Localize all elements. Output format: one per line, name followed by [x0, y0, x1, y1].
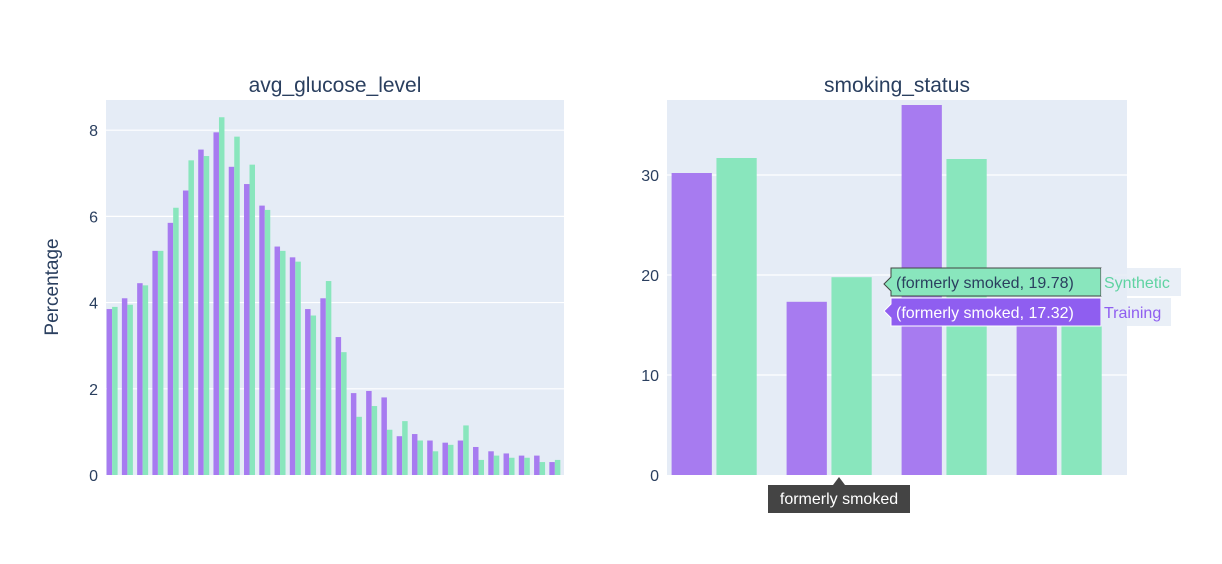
synthetic-bar[interactable]	[831, 277, 872, 475]
synthetic-bar[interactable]	[356, 416, 362, 475]
training-bar[interactable]	[1016, 315, 1057, 475]
training-bar[interactable]	[473, 446, 479, 475]
synthetic-bar[interactable]	[716, 158, 757, 475]
synthetic-bar[interactable]	[524, 457, 530, 475]
synthetic-bar[interactable]	[554, 459, 561, 475]
training-bar[interactable]	[366, 390, 372, 475]
training-bar[interactable]	[442, 442, 448, 475]
training-bar[interactable]	[228, 166, 235, 475]
synthetic-bar[interactable]	[218, 117, 225, 475]
synthetic-bar[interactable]	[341, 352, 347, 475]
y-tick-label: 4	[89, 296, 98, 313]
training-bar[interactable]	[198, 149, 204, 475]
synthetic-bar[interactable]	[325, 281, 332, 475]
glucose-plot-area	[106, 100, 564, 475]
synthetic-bar[interactable]	[249, 164, 256, 476]
training-bar[interactable]	[167, 222, 174, 475]
training-bar[interactable]	[182, 190, 189, 475]
training-bar[interactable]	[289, 257, 296, 475]
training-bar[interactable]	[427, 440, 433, 475]
y-tick-label: 30	[641, 168, 659, 185]
training-bar[interactable]	[411, 434, 418, 475]
y-tick-label: 0	[89, 468, 98, 485]
hover-training-label: (formerly smoked, 17.32) Training	[883, 297, 1171, 327]
training-bar[interactable]	[503, 453, 510, 475]
synthetic-bar[interactable]	[157, 250, 164, 475]
synthetic-bar[interactable]	[234, 136, 240, 475]
training-bar[interactable]	[671, 173, 712, 475]
synthetic-bar[interactable]	[493, 455, 500, 475]
synthetic-bar[interactable]	[417, 440, 423, 475]
synthetic-bar[interactable]	[127, 304, 133, 475]
hover-axis-box	[768, 477, 910, 513]
training-bar[interactable]	[106, 309, 113, 475]
hover-synthetic-text: (formerly smoked, 19.78)	[896, 275, 1074, 292]
glucose-chart-title: avg_glucose_level	[249, 74, 422, 97]
training-bar[interactable]	[274, 246, 281, 475]
training-bar[interactable]	[335, 337, 342, 475]
synthetic-bar[interactable]	[402, 421, 408, 475]
training-bar[interactable]	[457, 440, 464, 475]
y-tick-label: 6	[89, 209, 98, 226]
synthetic-bar[interactable]	[112, 306, 118, 475]
training-bar[interactable]	[518, 455, 525, 475]
y-axis-title: Percentage	[42, 238, 63, 335]
hover-training-name: Training	[1104, 305, 1161, 322]
training-bar[interactable]	[121, 298, 128, 475]
synthetic-bar[interactable]	[188, 160, 194, 475]
synthetic-bar[interactable]	[142, 285, 149, 475]
hover-synthetic-name-bg	[1101, 268, 1181, 296]
synthetic-bar[interactable]	[280, 250, 286, 475]
training-bar[interactable]	[320, 298, 326, 475]
synthetic-bar[interactable]	[432, 451, 439, 475]
synthetic-bar[interactable]	[310, 315, 317, 475]
training-bar[interactable]	[213, 132, 219, 476]
training-bar[interactable]	[549, 462, 555, 475]
training-bar[interactable]	[381, 397, 387, 475]
synthetic-bar[interactable]	[386, 429, 393, 475]
synthetic-bar[interactable]	[509, 457, 515, 475]
training-bar[interactable]	[259, 205, 265, 475]
hover-synthetic-label: (formerly smoked, 19.78) Synthetic	[883, 267, 1181, 297]
hover-synthetic-name: Synthetic	[1104, 275, 1170, 292]
training-bar[interactable]	[137, 283, 143, 475]
smoking-chart-title: smoking_status	[824, 74, 970, 97]
training-bar[interactable]	[534, 455, 540, 475]
training-bar[interactable]	[396, 436, 403, 475]
training-bar[interactable]	[786, 301, 827, 475]
training-bar[interactable]	[152, 250, 158, 475]
training-bar[interactable]	[350, 393, 357, 475]
synthetic-bar[interactable]	[203, 156, 210, 475]
hover-training-name-bg	[1101, 298, 1171, 326]
synthetic-bar[interactable]	[463, 425, 469, 475]
synthetic-bar[interactable]	[264, 209, 271, 475]
synthetic-bar[interactable]	[539, 462, 546, 475]
y-tick-label: 20	[641, 268, 659, 285]
synthetic-bar[interactable]	[478, 459, 485, 475]
hover-axis-text: formerly smoked	[780, 491, 898, 508]
smoking-y-ticks: 0 10 20 30	[641, 168, 659, 485]
glucose-gridlines	[106, 129, 564, 390]
y-tick-label: 8	[89, 123, 98, 140]
hover-axis-label: formerly smoked	[768, 477, 910, 513]
training-bar[interactable]	[244, 184, 250, 475]
training-bar[interactable]	[488, 451, 494, 475]
synthetic-bar[interactable]	[371, 406, 378, 475]
y-tick-label: 10	[641, 368, 659, 385]
training-bar[interactable]	[305, 309, 311, 475]
synthetic-bar[interactable]	[173, 207, 179, 476]
hover-training-text: (formerly smoked, 17.32)	[896, 305, 1074, 322]
synthetic-bar[interactable]	[447, 444, 454, 475]
y-tick-label: 0	[650, 468, 659, 485]
synthetic-bar[interactable]	[295, 261, 301, 475]
glucose-subplot: avg_glucose_level 0 2 4 6 8	[89, 74, 564, 485]
glucose-bars	[106, 117, 561, 476]
glucose-y-ticks: 0 2 4 6 8	[89, 123, 98, 485]
y-tick-label: 2	[89, 382, 98, 399]
synthetic-bar[interactable]	[1061, 320, 1102, 475]
